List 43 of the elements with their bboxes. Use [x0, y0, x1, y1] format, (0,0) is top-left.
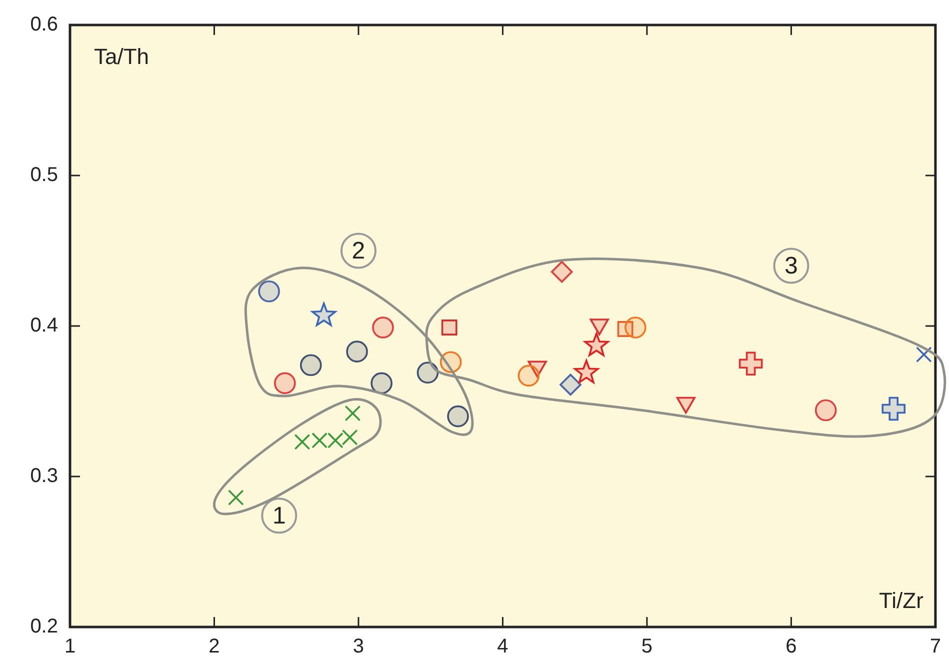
point [560, 374, 582, 396]
point [258, 280, 280, 302]
x-tick-label: 3 [352, 636, 364, 658]
point [624, 316, 646, 338]
y-tick-label: 0.4 [30, 314, 58, 337]
x-tick-label: 5 [641, 636, 653, 658]
point [344, 405, 361, 422]
point [738, 352, 763, 376]
point [370, 372, 392, 394]
point [518, 364, 540, 387]
point [441, 320, 458, 336]
x-tick-label: 7 [930, 636, 941, 658]
y-tick-label: 0.6 [30, 14, 58, 36]
point [342, 429, 358, 446]
point [916, 346, 932, 363]
point [372, 316, 394, 338]
point [550, 260, 573, 283]
point [882, 396, 906, 421]
y-axis-title: Ta/Th [94, 44, 150, 70]
x-tick-label: 1 [64, 636, 76, 658]
x-tick-label: 2 [208, 636, 220, 658]
x-axis-title: Ti/Zr [879, 588, 924, 614]
point [300, 354, 322, 376]
x-tick-label: 6 [786, 636, 797, 658]
point [312, 432, 328, 448]
point [327, 432, 344, 448]
point [574, 360, 599, 384]
annotation: 2 [352, 237, 366, 264]
point [814, 399, 837, 422]
y-tick-label: 0.2 [30, 616, 58, 638]
y-tick-label: 0.3 [30, 465, 58, 488]
point [346, 340, 368, 362]
point [294, 434, 310, 450]
point [228, 490, 244, 506]
point [312, 302, 336, 326]
x-tick-label: 4 [497, 636, 508, 658]
annotation: 1 [272, 502, 286, 530]
y-tick-label: 0.5 [30, 164, 58, 186]
point [416, 362, 439, 384]
annotation: 3 [784, 252, 798, 280]
point [274, 372, 296, 394]
point [447, 405, 469, 428]
point [584, 332, 609, 356]
